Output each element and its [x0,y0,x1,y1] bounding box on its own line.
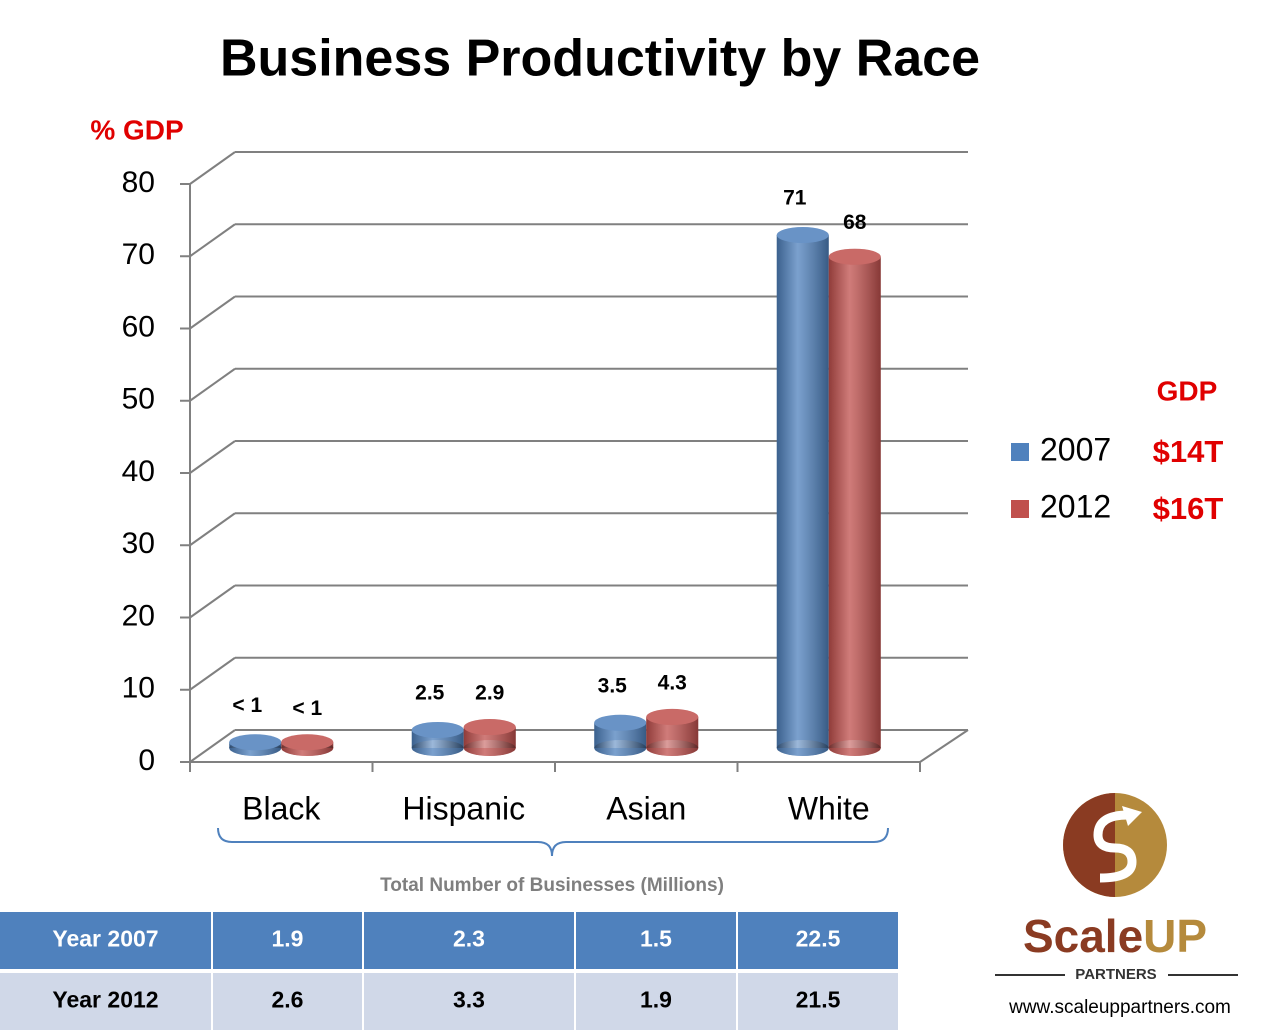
table-text: 1.9 [640,987,672,1013]
x-tick-label: Hispanic [402,790,525,826]
table-text: 1.9 [272,926,304,952]
bar-cap-light [646,708,699,725]
legend-gdp: $16T [1153,491,1224,526]
bar-cap [463,719,516,736]
y-tick-label: 40 [122,455,155,488]
table-text: 2.3 [453,926,485,952]
grid-line [189,223,236,258]
legend-label: 2012 [1040,488,1111,524]
bar-cap-light [463,719,516,736]
y-tick-label: 30 [122,527,155,560]
table-cell [576,973,736,1030]
bar-cap-light [281,734,334,751]
table-text: 2.6 [272,987,304,1013]
table-cell [0,912,211,969]
table-cell [576,912,736,969]
bar-cap-light [411,721,464,738]
bar-cap [646,708,699,725]
data-label: 2.5 [415,681,445,704]
table-cell [738,973,898,1030]
bar-cap-light [776,227,829,244]
legend-label: 2007 [1040,431,1111,467]
y-tick-label: 80 [122,166,155,199]
table-text: 3.3 [453,987,485,1013]
table-text: 1.5 [640,926,672,952]
table-text: Year 2012 [52,987,158,1013]
grid-line [189,584,236,619]
bar-cap [594,714,647,731]
bar-cap [229,734,282,751]
table-cell [364,973,574,1030]
table-cell [364,912,574,969]
data-label: 3.5 [598,674,628,697]
grid-line [189,367,236,402]
y-tick-label: 0 [138,744,155,777]
grid-line [189,729,236,763]
table-cell [213,912,362,969]
table-text: 21.5 [796,987,841,1013]
y-tick-label: 10 [122,672,155,705]
bar-cap-light [229,734,282,751]
floor-edge [919,729,969,763]
legend-swatch [1011,500,1029,518]
bar-cap-light [828,248,881,265]
table-text: Year 2007 [52,926,158,952]
table-cell [213,973,362,1030]
table-cell [0,973,211,1030]
logo-url: www.scaleuppartners.com [1008,997,1231,1018]
logo-brand: ScaleUP [1023,910,1207,962]
bar-cap [828,248,881,265]
logo-brand-b: UP [1143,910,1207,962]
y-tick-label: 20 [122,599,155,632]
data-label: 2.9 [475,682,504,705]
y-tick-label: 70 [122,238,155,271]
logo-s [1093,810,1137,883]
grid-line [189,512,236,547]
legend-swatch [1011,443,1029,461]
x-tick-label: White [788,790,870,826]
grid-line [189,295,236,330]
data-label: < 1 [232,694,262,717]
table-cell [738,912,898,969]
brace [217,827,889,857]
logo-arrow [1122,806,1142,826]
table-text: 22.5 [796,926,841,952]
bar-cap-light [594,714,647,731]
bar-shade [828,256,881,748]
legend-title: GDP [1157,375,1218,406]
data-label: 71 [783,187,807,210]
data-label: 68 [843,211,867,234]
logo: ScaleUP PARTNERS www.scaleuppartners.com [995,793,1238,1018]
legend-gdp: $14T [1153,434,1224,469]
grid-line [189,440,236,474]
grid-line [189,151,236,185]
bar-cap [281,734,334,751]
bar-cap [411,721,464,738]
chart-title: Business Productivity by Race [220,30,980,88]
bar-cap [776,227,829,244]
y-axis-label: % GDP [90,114,183,145]
y-tick-label: 50 [122,383,155,416]
x-tick-label: Black [242,790,321,826]
y-tick-label: 60 [122,310,155,343]
logo-sub: PARTNERS [1075,966,1156,983]
data-label: < 1 [292,697,322,720]
data-label: 4.3 [658,671,687,694]
logo-brand-a: Scale [1023,910,1143,962]
table-title: Total Number of Businesses (Millions) [380,875,724,896]
x-tick-label: Asian [606,790,686,826]
bar-shade [776,235,829,748]
grid-line [189,656,236,691]
